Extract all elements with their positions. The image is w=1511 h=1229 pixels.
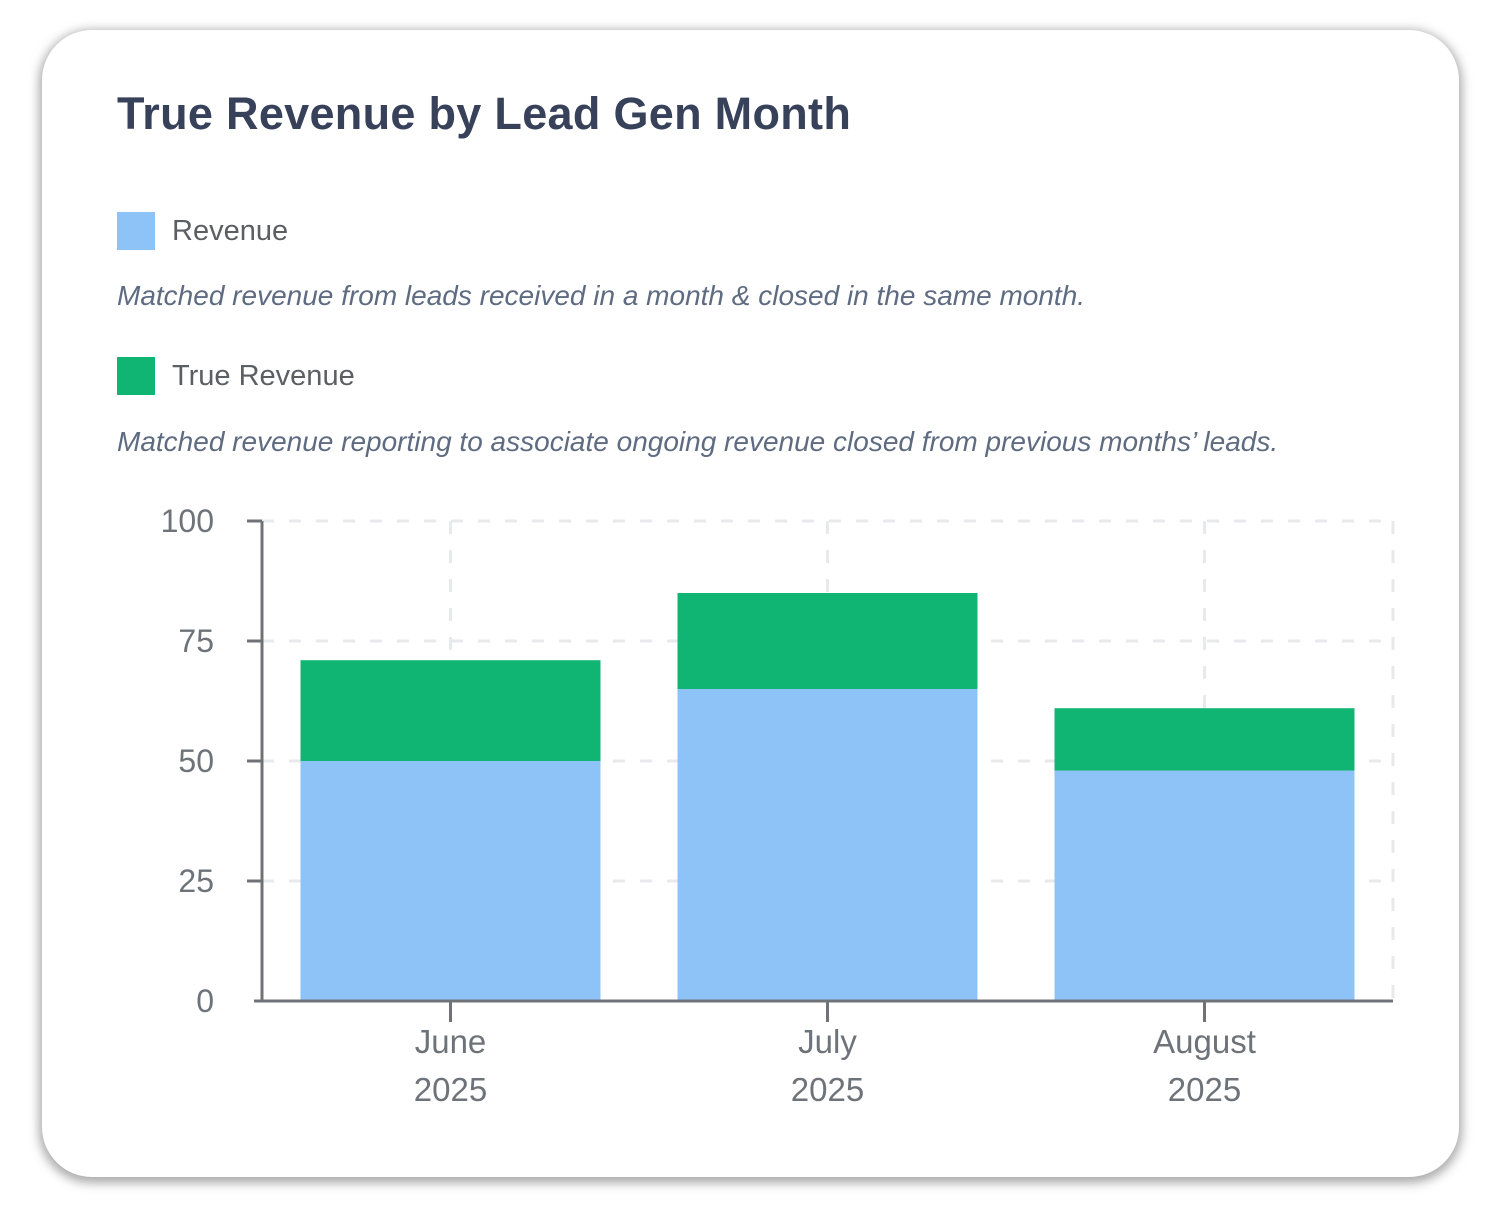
- bar-june-2025-true-revenue[interactable]: [300, 660, 601, 761]
- y-tick-label-0: 0: [196, 983, 214, 1019]
- y-tick-label-75: 75: [178, 623, 214, 659]
- true-revenue-swatch-icon: [117, 357, 155, 395]
- bar-july-2025-revenue[interactable]: [677, 689, 978, 1001]
- x-tick-label-august-2025-line2: 2025: [1168, 1071, 1241, 1108]
- revenue-description: Matched revenue from leads received in a…: [117, 280, 1086, 311]
- stacked-bar-chart: 0 25 50 75 100 June 2025 July 2025 August 2025: [161, 503, 1395, 1108]
- legend-item-true-revenue[interactable]: True Revenue: [117, 357, 355, 395]
- true-revenue-legend-label: True Revenue: [172, 359, 355, 392]
- y-tick-label-100: 100: [161, 503, 214, 539]
- y-tick-label-25: 25: [178, 863, 214, 899]
- revenue-legend-label: Revenue: [172, 214, 289, 247]
- chart-title: True Revenue by Lead Gen Month: [117, 88, 852, 139]
- y-tick-label-50: 50: [178, 743, 214, 779]
- x-tick-label-june-2025-line2: 2025: [414, 1071, 487, 1108]
- chart-card: True Revenue by Lead Gen Month Revenue M…: [42, 30, 1459, 1177]
- x-tick-label-august-2025-line1: August: [1153, 1023, 1256, 1060]
- bar-june-2025-revenue[interactable]: [300, 761, 601, 1001]
- true-revenue-description: Matched revenue reporting to associate o…: [117, 426, 1279, 457]
- bar-july-2025-true-revenue[interactable]: [677, 593, 978, 689]
- bar-august-2025-revenue[interactable]: [1054, 770, 1355, 1001]
- bar-august-2025-true-revenue[interactable]: [1054, 708, 1355, 771]
- x-tick-label-july-2025-line1: July: [798, 1023, 857, 1060]
- x-tick-label-july-2025-line2: 2025: [791, 1071, 864, 1108]
- revenue-swatch-icon: [117, 212, 155, 250]
- x-tick-label-june-2025-line1: June: [415, 1023, 487, 1060]
- legend-item-revenue[interactable]: Revenue: [117, 212, 288, 250]
